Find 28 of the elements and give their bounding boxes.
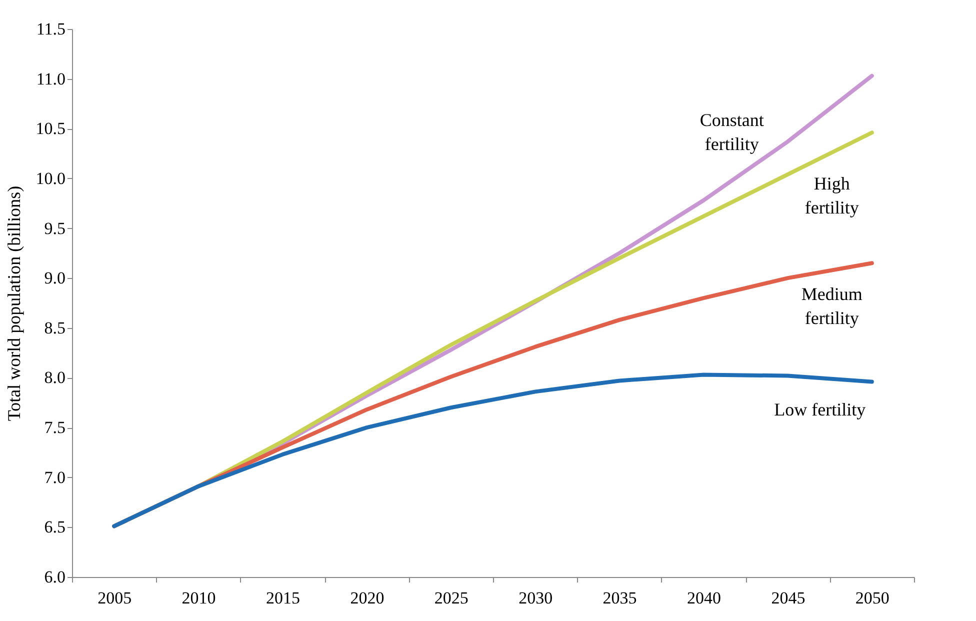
y-tick-label: 10.0 <box>36 168 66 188</box>
series-label: Constant fertility <box>700 110 764 154</box>
y-tick-label: 9.0 <box>44 268 66 288</box>
x-tick-label: 2040 <box>687 588 721 608</box>
x-tick-label: 2050 <box>855 588 890 608</box>
x-tick-label: 2035 <box>602 588 637 608</box>
x-tick-label: 2030 <box>518 588 553 608</box>
y-tick-label: 7.0 <box>44 468 66 487</box>
y-tick-label: 10.5 <box>36 119 66 138</box>
x-tick-label: 2010 <box>182 588 216 608</box>
series-label: Medium fertility <box>801 284 862 328</box>
x-tick-label: 2015 <box>266 588 300 608</box>
y-axis-title: Total world population (billions) <box>4 186 24 422</box>
y-tick-label: 6.0 <box>44 568 66 586</box>
series-label: High fertility <box>804 174 859 218</box>
x-tick-label: 2025 <box>434 588 468 608</box>
x-tick-label: 2005 <box>98 588 132 608</box>
y-tick-label: 8.0 <box>44 368 66 388</box>
y-tick-label: 11.0 <box>36 69 66 88</box>
y-tick-label: 7.5 <box>44 418 66 438</box>
x-tick-label: 2020 <box>350 588 384 608</box>
y-tick-label: 9.5 <box>44 218 66 238</box>
series-label: Low fertility <box>774 400 866 420</box>
y-tick-label: 6.5 <box>44 518 66 537</box>
x-tick-label: 2045 <box>771 588 806 608</box>
y-tick-label: 8.5 <box>44 318 66 338</box>
y-tick-label: 11.5 <box>36 20 66 38</box>
line-series <box>112 372 874 528</box>
